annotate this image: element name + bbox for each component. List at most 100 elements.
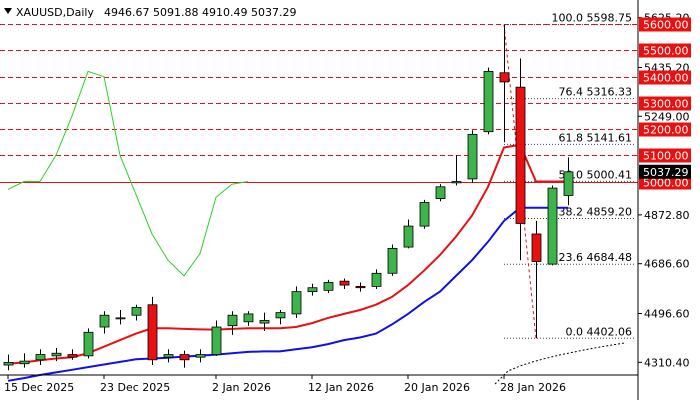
current-price-badge <box>639 164 691 179</box>
candle[interactable] <box>371 269 382 290</box>
candle[interactable] <box>179 350 190 368</box>
candle-body <box>323 282 334 291</box>
candle[interactable] <box>547 185 558 266</box>
candle-body <box>403 225 414 248</box>
fib-label: 23.6 4684.48 <box>559 251 632 264</box>
candle-body <box>531 233 542 262</box>
level-badge-text: 5600.00 <box>643 19 689 32</box>
candle-body <box>83 331 94 357</box>
candle[interactable] <box>131 304 142 321</box>
candle[interactable] <box>515 58 526 261</box>
candle-body <box>195 354 206 358</box>
candle-body <box>451 181 462 184</box>
green-indicator-line <box>7 70 249 277</box>
candle[interactable] <box>19 353 30 368</box>
candle-body <box>99 314 110 328</box>
oscillator-line <box>7 70 249 277</box>
candle-body <box>51 352 62 357</box>
candle-body <box>499 72 510 83</box>
candle-body <box>419 202 430 227</box>
candle[interactable] <box>227 311 238 335</box>
candle-body <box>67 354 78 358</box>
x-tick-label: 28 Jan 2026 <box>500 381 566 394</box>
y-tick-label: 4872.80 <box>644 209 690 222</box>
candle-body <box>275 312 286 319</box>
candle[interactable] <box>403 219 414 249</box>
candle[interactable] <box>115 309 126 325</box>
red-moving-average <box>7 143 568 365</box>
ohlc-values: 4946.67 5091.88 4910.49 5037.29 <box>104 6 296 19</box>
x-tick-label: 20 Jan 2026 <box>404 381 470 394</box>
candle-body <box>211 326 222 355</box>
candle[interactable] <box>387 244 398 276</box>
candle-body <box>115 317 126 320</box>
level-badge <box>639 96 691 111</box>
candle[interactable] <box>3 354 14 371</box>
candle[interactable] <box>323 279 334 293</box>
candle[interactable] <box>339 278 350 290</box>
candle[interactable] <box>147 296 158 366</box>
candle-body <box>147 304 158 361</box>
dropdown-triangle-icon[interactable] <box>4 8 12 14</box>
x-tick-label: 12 Jan 2026 <box>308 381 374 394</box>
candle-body <box>291 291 302 315</box>
candle-body <box>547 187 558 265</box>
level-badge <box>639 70 691 85</box>
candle[interactable] <box>419 199 430 229</box>
candle[interactable] <box>259 312 270 331</box>
fib-label: 50.0 5000.41 <box>559 168 632 181</box>
candle[interactable] <box>467 130 478 183</box>
y-tick-label: 4496.60 <box>644 308 690 321</box>
level-badge <box>639 175 691 190</box>
level-badge-text: 5100.00 <box>643 150 689 163</box>
candle[interactable] <box>51 347 62 362</box>
symbol-title: XAUUSD,Daily <box>16 6 94 19</box>
candle[interactable] <box>499 24 510 143</box>
candle-body <box>179 354 190 361</box>
candle-body <box>131 306 142 316</box>
price-axis: 5625.205435.205249.004872.804686.604496.… <box>637 0 690 400</box>
candle[interactable] <box>355 282 366 292</box>
level-badge <box>639 122 691 137</box>
fib-label: 76.4 5316.33 <box>559 86 632 99</box>
candle-body <box>3 362 14 366</box>
candle[interactable] <box>483 67 494 135</box>
candle[interactable] <box>307 283 318 296</box>
candle[interactable] <box>435 184 446 202</box>
current-price-text: 5037.29 <box>643 166 689 179</box>
candle[interactable] <box>67 349 78 360</box>
candle[interactable] <box>563 157 574 206</box>
candle-body <box>243 313 254 323</box>
candle[interactable] <box>451 155 462 186</box>
candle[interactable] <box>531 220 542 339</box>
y-tick-label: 4686.60 <box>644 258 690 271</box>
candle-body <box>387 247 398 274</box>
blue-moving-average <box>7 206 568 382</box>
level-badges: 5600.00 5500.00 5400.00 5300.00 5200.00 5100.… <box>639 17 691 190</box>
candle[interactable] <box>211 320 222 356</box>
x-tick-label: 15 Dec 2025 <box>4 381 74 394</box>
fib-label: 100.0 5598.75 <box>552 12 632 25</box>
candle[interactable] <box>195 349 206 363</box>
resistance-levels <box>0 24 638 183</box>
candle[interactable] <box>35 349 46 366</box>
level-badge <box>639 148 691 163</box>
candle-body <box>483 71 494 133</box>
candle-body <box>339 280 350 286</box>
fib-label: 61.8 5141.61 <box>559 131 632 144</box>
candle-body <box>563 171 574 196</box>
candle-body <box>355 285 366 289</box>
projection-arc <box>494 342 626 385</box>
candle[interactable] <box>291 286 302 318</box>
candle[interactable] <box>99 311 110 334</box>
candle[interactable] <box>163 349 174 363</box>
candle[interactable] <box>243 311 254 326</box>
candle[interactable] <box>83 328 94 359</box>
level-badge-text: 5400.00 <box>643 72 689 85</box>
time-axis: 15 Dec 2025 23 Dec 2025 2 Jan 2026 12 Jan 2… <box>0 374 638 394</box>
candle[interactable] <box>275 309 286 325</box>
chart-header: XAUUSD,Daily 4946.67 5091.88 4910.49 503… <box>4 6 296 19</box>
candle-body <box>435 186 446 199</box>
